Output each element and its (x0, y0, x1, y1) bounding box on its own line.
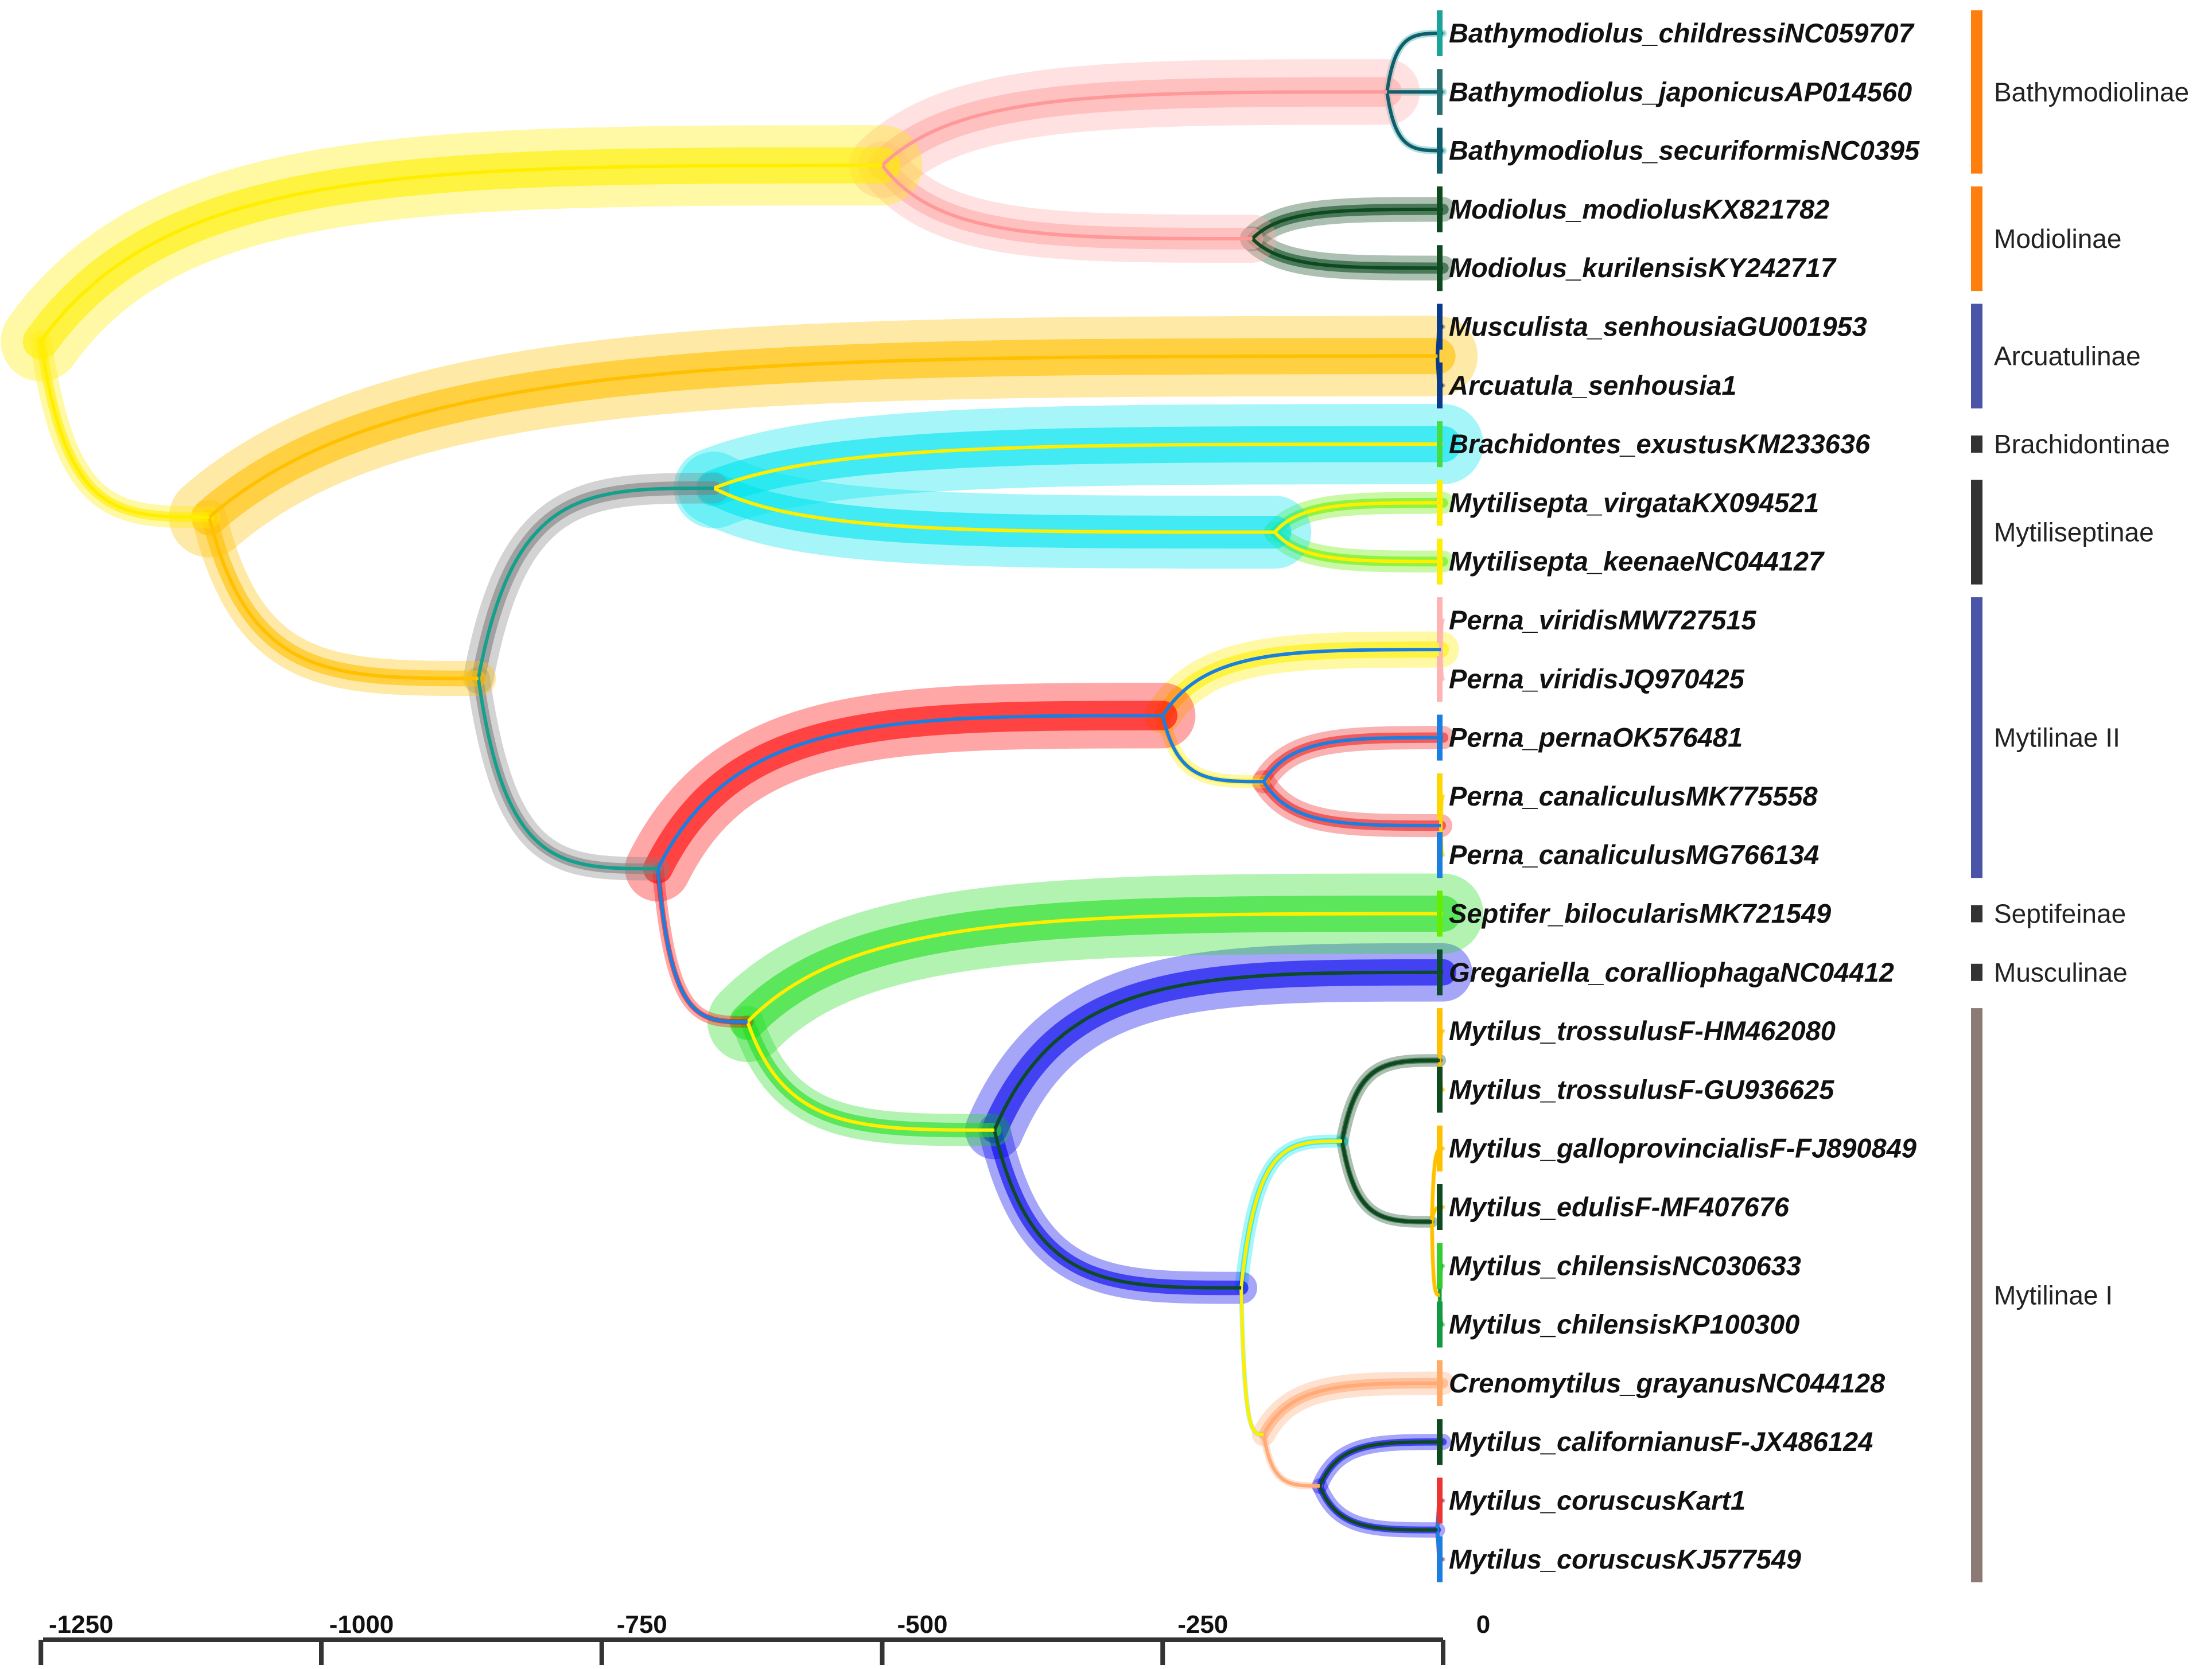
axis-tick-label-0: -1250 (49, 1610, 114, 1639)
fan-mytilid-1 (192, 500, 496, 696)
taxon-label: Mytilus_trossulusF-GU936625 (1449, 1074, 1834, 1104)
branch-sept_rest-0 (746, 912, 1444, 1024)
branch-mytA-0 (1340, 1059, 1440, 1142)
taxon-label: Brachidontes_exustusKM233636 (1449, 429, 1871, 459)
taxon-label: Mytilus_californianusF-JX486124 (1449, 1426, 1873, 1457)
branch-mytB-0 (1262, 1381, 1444, 1435)
group-bar-2 (1971, 304, 1982, 409)
group-bar-5 (1971, 597, 1982, 878)
branch-calcor-1 (1318, 1485, 1438, 1532)
branch-core-1 (476, 678, 658, 871)
subfamily-bars: Bathymodiolinae Modiolinae Arcuatulinae Bra… (1971, 10, 2189, 1582)
branch-bathy-0 (1385, 32, 1444, 92)
axis-tick-label-4: -250 (1177, 1610, 1228, 1639)
taxon-label: Bathymodiolus_japonicusAP014560 (1449, 76, 1912, 107)
taxon-label: Perna_pernaOK576481 (1449, 722, 1743, 753)
branch-greg_myt-1 (993, 1130, 1242, 1290)
axis-tick-label-2: -750 (617, 1610, 667, 1639)
taxon-label: Perna_viridisJQ970425 (1449, 663, 1745, 694)
fan-core-0 (463, 473, 729, 694)
branch-modiolid-1 (881, 164, 1253, 241)
axis-tick-label-1: -1000 (329, 1610, 394, 1639)
taxon-label: Musculista_senhousiaGU001953 (1449, 312, 1867, 342)
branch-mytilisepta-1 (1273, 531, 1444, 563)
divergence-fans (1, 29, 1483, 1562)
branch-perna_ppc-1 (1262, 780, 1441, 828)
taxon-label: Perna_canaliculusMK775558 (1449, 781, 1818, 811)
fan-core-1 (466, 667, 670, 881)
branch-core-0 (476, 486, 714, 679)
branch-perna-0 (1161, 648, 1441, 717)
group-bar-6 (1971, 905, 1982, 923)
group-bar-4 (1971, 480, 1982, 585)
branch-sept_rest-1 (746, 1021, 995, 1132)
taxon-label: Mytilus_coruscusKJ577549 (1449, 1544, 1801, 1574)
taxon-label: Modiolus_modiolusKX821782 (1449, 194, 1829, 224)
branch-mytB-1 (1262, 1434, 1320, 1488)
branch-perna_rest-0 (656, 714, 1163, 870)
group-label-0: Bathymodiolinae (1994, 77, 2189, 107)
taxon-label: Crenomytilus_grayanusNC044128 (1449, 1368, 1886, 1398)
taxon-label: Gregariella_coralliophagaNC04412 (1449, 957, 1894, 987)
fan-mytA-0 (1335, 1054, 1447, 1147)
axis-tick-label-5: 0 (1476, 1610, 1490, 1639)
branch-root-1 (39, 341, 209, 519)
branch-perna_ppc-0 (1262, 736, 1444, 783)
group-bar-1 (1971, 186, 1982, 291)
taxon-label: Arcuatula_senhousia1 (1448, 370, 1737, 400)
branch-modiolus-1 (1251, 237, 1444, 270)
taxon-label: Mytilus_coruscusKart1 (1449, 1485, 1746, 1516)
fan-mytilus-0 (1234, 1134, 1349, 1295)
group-bar-0 (1971, 10, 1982, 174)
branch-root-0 (39, 164, 883, 343)
branch-modiolus-0 (1251, 207, 1444, 240)
group-label-1: Modiolinae (1994, 224, 2121, 254)
taxon-label: Mytilisepta_keenaeNC044127 (1449, 546, 1825, 577)
taxon-label: Mytilus_chilensisNC030633 (1449, 1250, 1801, 1281)
group-label-8: Mytilinae I (1994, 1280, 2113, 1310)
group-bar-8 (1971, 1008, 1982, 1582)
group-label-4: Mytiliseptinae (1994, 518, 2154, 547)
branch-mytA-1 (1340, 1141, 1432, 1224)
branch-mytilus-0 (1239, 1139, 1343, 1288)
branch-brachi_myti-0 (713, 442, 1444, 490)
group-bar-7 (1971, 963, 1982, 981)
group-label-5: Mytilinae II (1994, 723, 2120, 753)
taxon-label: Mytilus_trossulusF-HM462080 (1449, 1016, 1836, 1046)
branch-brachi_myti-1 (713, 487, 1275, 534)
branch-greg_myt-0 (993, 970, 1444, 1131)
branch-mytilid-0 (208, 354, 1438, 519)
group-label-2: Arcuatulinae (1994, 341, 2141, 371)
branch-perna_rest-1 (656, 868, 748, 1024)
taxon-label: Mytilus_galloprovincialisF-FJ890849 (1449, 1133, 1916, 1164)
taxon-label: Mytilisepta_virgataKX094521 (1449, 487, 1819, 518)
group-label-6: Septifeinae (1994, 899, 2126, 929)
taxon-label: Perna_viridisMW727515 (1449, 605, 1756, 635)
group-label-7: Musculinae (1994, 958, 2128, 987)
taxon-label: Bathymodiolus_childressiNC059707 (1449, 18, 1915, 48)
fan-mytA-1 (1336, 1135, 1438, 1228)
fan-greg_myt-1 (978, 1114, 1258, 1304)
taxon-label: Perna_canaliculusMG766134 (1449, 839, 1819, 870)
time-axis: -1250 -1000 -750 -500 -250 0 (38, 1610, 1490, 1665)
group-bar-3 (1971, 435, 1982, 453)
branch-mytilisepta-0 (1273, 501, 1444, 534)
taxon-label: Modiolus_kurilensisKY242717 (1449, 252, 1837, 283)
taxon-label: Bathymodiolus_securiformisNC0395 (1449, 135, 1920, 166)
taxon-label: Mytilus_chilensisKP100300 (1449, 1309, 1799, 1340)
branch-perna-1 (1161, 715, 1264, 784)
taxon-label: Septifer_bilocularisMK721549 (1449, 898, 1831, 929)
branch-calcor-0 (1318, 1440, 1444, 1487)
branch-mytilus-1 (1239, 1287, 1264, 1437)
taxon-labels: Bathymodiolus_childressiNC059707 Bathymod… (1437, 10, 1920, 1582)
axis-tick-label-3: -500 (897, 1610, 947, 1639)
branch-bathy-2 (1385, 91, 1444, 153)
branch-gall-2 (1430, 1221, 1440, 1297)
branch-mytilid-1 (207, 516, 479, 680)
branch-modiolid-0 (881, 90, 1387, 167)
group-label-3: Brachidontinae (1994, 429, 2170, 459)
taxon-label: Mytilus_edulisF-MF407676 (1449, 1192, 1790, 1222)
